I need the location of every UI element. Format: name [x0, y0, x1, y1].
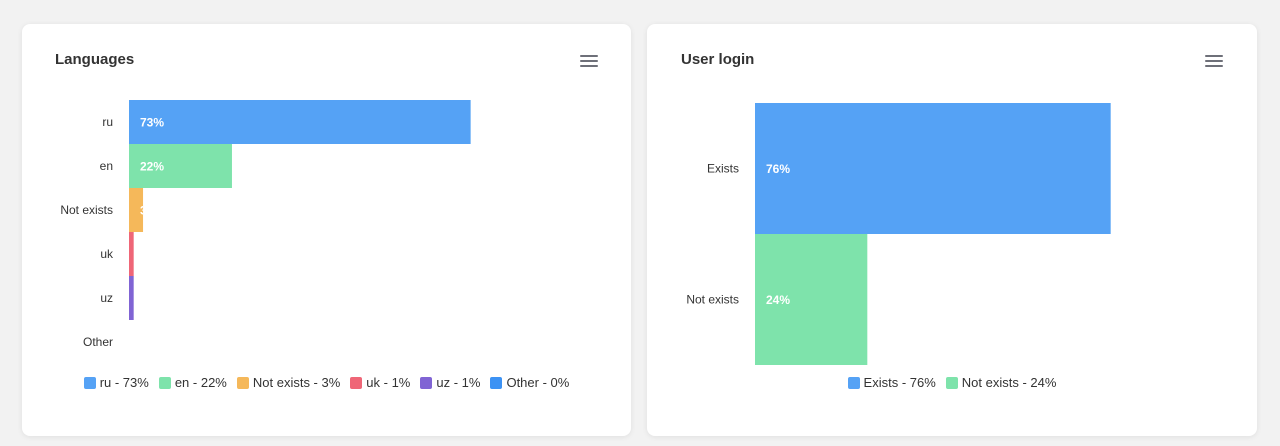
bar-not-exists[interactable]	[755, 234, 868, 365]
legend-item-not-exists[interactable]: Not exists - 24%	[945, 375, 1057, 390]
y-tick-label-ru: ru	[102, 115, 113, 129]
data-label-en: 22%	[140, 160, 164, 174]
data-label-exists: 76%	[766, 162, 790, 176]
data-label-not-exists: 24%	[766, 293, 790, 307]
user-login-chart-title: User login	[681, 51, 755, 68]
user-login-legend: Exists - 76% Not exists - 24%	[647, 375, 1257, 390]
bar-not-exists[interactable]	[129, 188, 144, 232]
legend-label: Not exists - 3%	[252, 375, 341, 390]
bar-exists[interactable]	[755, 103, 1111, 234]
legend-label: Not exists - 24%	[961, 375, 1057, 390]
legend-swatch	[420, 376, 433, 389]
bar-en[interactable]	[129, 144, 232, 188]
y-tick-label-uz: uz	[100, 291, 113, 305]
languages-menu-icon[interactable]	[580, 54, 598, 68]
legend-label: Exists - 76%	[863, 375, 936, 390]
legend-item-not-exists[interactable]: Not exists - 3%	[236, 375, 341, 390]
legend-label: en - 22%	[174, 375, 227, 390]
data-label-not-exists: 3%	[140, 204, 158, 218]
user-login-menu-icon[interactable]	[1205, 54, 1223, 68]
y-tick-label-exists: Exists	[707, 162, 739, 176]
legend-swatch	[350, 376, 363, 389]
legend-item-exists[interactable]: Exists - 76%	[847, 375, 936, 390]
legend-item-uz[interactable]: uz - 1%	[420, 375, 480, 390]
y-tick-label-en: en	[100, 159, 113, 173]
legend-label: uk - 1%	[366, 375, 411, 390]
legend-item-other[interactable]: Other - 0%	[490, 375, 569, 390]
legend-item-uk[interactable]: uk - 1%	[350, 375, 410, 390]
legend-label: Other - 0%	[506, 375, 570, 390]
bar-ru[interactable]	[129, 100, 471, 144]
user-login-card: User login Exists 76% Not exists 24% Exists…	[647, 24, 1257, 436]
bar-uz[interactable]	[129, 276, 134, 320]
legend-swatch	[490, 376, 503, 389]
languages-chart-title: Languages	[55, 51, 135, 68]
legend-label: uz - 1%	[436, 375, 481, 390]
data-label-ru: 73%	[140, 116, 164, 130]
user-login-bar-chart: Exists 76% Not exists 24%	[686, 103, 1111, 365]
bar-uk[interactable]	[129, 232, 134, 276]
y-tick-label-not-exists: Not exists	[60, 203, 113, 217]
languages-card: Languages ru 73% en 22% Not exists 3% uk uz Othe…	[22, 24, 631, 436]
legend-swatch	[236, 376, 249, 389]
legend-item-ru[interactable]: ru - 73%	[83, 375, 149, 390]
languages-bar-chart: ru 73% en 22% Not exists 3% uk uz Other	[60, 100, 471, 349]
legend-swatch	[158, 376, 171, 389]
legend-swatch	[83, 376, 96, 389]
y-tick-label-uk: uk	[100, 247, 114, 261]
y-tick-label-other: Other	[83, 335, 113, 349]
legend-swatch	[847, 376, 860, 389]
y-tick-label-not-exists: Not exists	[686, 293, 739, 307]
legend-swatch	[945, 376, 958, 389]
legend-label: ru - 73%	[99, 375, 149, 390]
languages-legend: ru - 73% en - 22% Not exists - 3% uk - 1% uz…	[22, 375, 631, 390]
legend-item-en[interactable]: en - 22%	[158, 375, 227, 390]
